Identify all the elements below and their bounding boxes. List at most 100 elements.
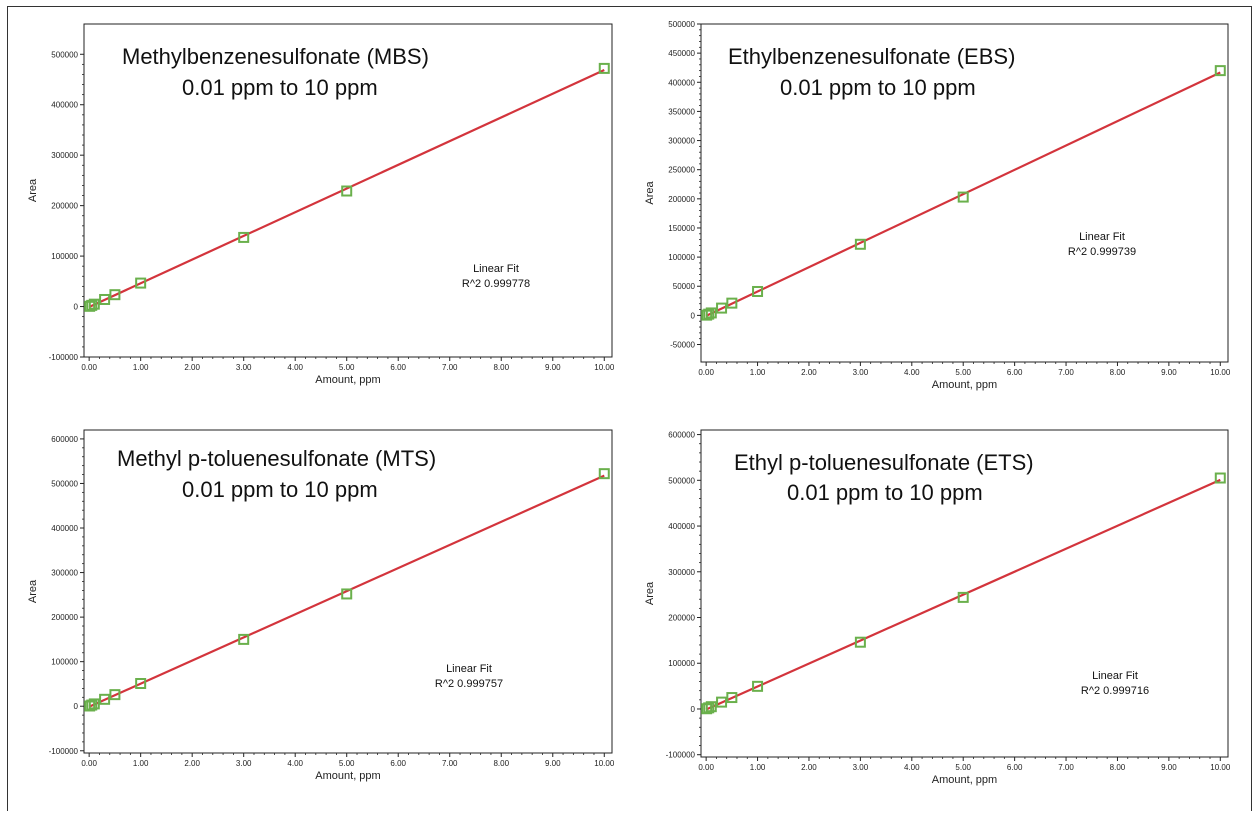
chart-3-y-axis-label: Area [27, 579, 39, 603]
chart-4-y-tick-label: 300000 [668, 568, 695, 577]
chart-1-x-tick-label: 6.00 [390, 363, 406, 372]
chart-3-x-tick-label: 7.00 [442, 759, 458, 768]
chart-3-fit-r2: R^2 0.999757 [435, 678, 503, 690]
chart-3-x-tick-label: 2.00 [184, 759, 200, 768]
chart-1-x-tick-label: 3.00 [236, 363, 252, 372]
chart-1-data-point [99, 293, 111, 305]
chart-3-data-point [598, 468, 610, 480]
chart-2-subtitle: 0.01 ppm to 10 ppm [780, 75, 976, 100]
chart-1-y-tick-label: 400000 [51, 101, 78, 110]
chart-4-data-point [705, 701, 717, 713]
chart-1-y-tick-label: 200000 [51, 202, 78, 211]
chart-2-x-axis-label: Amount, ppm [932, 379, 997, 391]
chart-3-x-axis-label: Amount, ppm [315, 770, 380, 782]
chart-2-title: Ethylbenzenesulfonate (EBS) [728, 44, 1015, 69]
chart-2-data-point [752, 285, 764, 297]
chart-1-data-point [598, 62, 610, 74]
chart-2-y-tick-label: 50000 [673, 282, 696, 291]
chart-1-data-point [341, 185, 353, 197]
chart-1-y-axis-label: Area [27, 178, 39, 202]
chart-1-x-tick-label: 7.00 [442, 363, 458, 372]
chart-4-data-point [703, 702, 715, 714]
chart-3-y-tick-label: 600000 [51, 435, 78, 444]
chart-3-data-point [341, 588, 353, 600]
chart-2-data-point [716, 302, 728, 314]
chart-2-x-tick-label: 8.00 [1110, 368, 1126, 377]
chart-2-y-tick-label: 0 [691, 311, 696, 320]
chart-4-plot-frame [700, 429, 1229, 758]
chart-4-fit-line [705, 478, 1221, 711]
chart-3-y-tick-label: -100000 [49, 747, 79, 756]
chart-4-fit-label: Linear Fit [1092, 670, 1138, 682]
chart-1-x-tick-label: 5.00 [339, 363, 355, 372]
chart-3-data-point [238, 633, 250, 645]
chart-3-data-point [135, 677, 147, 689]
chart-1-x-tick-label: 8.00 [493, 363, 509, 372]
chart-4-data-point [726, 692, 738, 704]
chart-3-data-point [88, 698, 100, 710]
chart-3-y-tick-label: 200000 [51, 613, 78, 622]
chart-4-x-tick-label: 6.00 [1007, 763, 1023, 772]
chart-4-fit-r2: R^2 0.999716 [1081, 685, 1149, 697]
chart-4-y-tick-label: 0 [691, 705, 696, 714]
chart-2-y-tick-label: -50000 [670, 341, 695, 350]
chart-2-x-tick-label: 0.00 [698, 368, 714, 377]
chart-4-x-tick-label: 7.00 [1058, 763, 1074, 772]
chart-1-x-axis-label: Amount, ppm [315, 374, 380, 386]
chart-1-subtitle: 0.01 ppm to 10 ppm [182, 75, 378, 100]
chart-3-x-tick-label: 3.00 [236, 759, 252, 768]
chart-4-y-tick-label: 200000 [668, 614, 695, 623]
chart-2-data-point [854, 238, 866, 250]
chart-2-y-tick-label: 100000 [668, 253, 695, 262]
chart-4-x-tick-label: 9.00 [1161, 763, 1177, 772]
chart-3-y-tick-label: 300000 [51, 569, 78, 578]
chart-3-plot-frame [83, 429, 613, 754]
chart-4-title: Ethyl p-toluenesulfonate (ETS) [734, 450, 1034, 475]
chart-3-y-tick-label: 100000 [51, 658, 78, 667]
chart-4-x-tick-label: 5.00 [955, 763, 971, 772]
chart-1-y-tick-label: 300000 [51, 151, 78, 160]
chart-1-fit-label: Linear Fit [473, 263, 519, 275]
chart-2-y-tick-label: 250000 [668, 166, 695, 175]
chart-4-x-tick-label: 2.00 [801, 763, 817, 772]
chart-1-x-tick-label: 1.00 [133, 363, 149, 372]
chart-2-y-tick-label: 350000 [668, 107, 695, 116]
chart-2-y-tick-label: 400000 [668, 78, 695, 87]
chart-4-x-tick-label: 0.00 [698, 763, 714, 772]
chart-4-y-tick-label: 400000 [668, 522, 695, 531]
chart-4-x-tick-label: 4.00 [904, 763, 920, 772]
chart-4-x-tick-label: 3.00 [853, 763, 869, 772]
chart-1-y-tick-label: -100000 [49, 353, 79, 362]
chart-1-y-tick-label: 100000 [51, 252, 78, 261]
chart-1-y-tick-label: 500000 [51, 50, 78, 59]
chart-1-data-point [109, 289, 121, 301]
chart-2-x-tick-label: 3.00 [853, 368, 869, 377]
chart-1-x-tick-label: 0.00 [81, 363, 97, 372]
chart-4-y-tick-label: 100000 [668, 659, 695, 668]
chart-3-subtitle: 0.01 ppm to 10 ppm [182, 477, 378, 502]
chart-1-x-tick-label: 10.00 [594, 363, 615, 372]
chart-3-title: Methyl p-toluenesulfonate (MTS) [117, 446, 436, 471]
chart-2-y-tick-label: 200000 [668, 195, 695, 204]
chart-4-data-point [752, 680, 764, 692]
chart-2-y-tick-label: 500000 [668, 20, 695, 29]
chart-3-x-tick-label: 5.00 [339, 759, 355, 768]
chart-3-fit-line [88, 474, 605, 708]
chart-4-subtitle: 0.01 ppm to 10 ppm [787, 480, 983, 505]
chart-2-data-point [726, 297, 738, 309]
chart-2-data-point [1214, 65, 1226, 77]
chart-3-x-tick-label: 4.00 [287, 759, 303, 768]
chart-4-data-point [854, 636, 866, 648]
chart-3-fit-label: Linear Fit [446, 663, 492, 675]
chart-4-data-point [957, 591, 969, 603]
chart-1-x-tick-label: 4.00 [287, 363, 303, 372]
chart-3-data-point [109, 689, 121, 701]
chart-1-title: Methylbenzenesulfonate (MBS) [122, 44, 429, 69]
chart-2-x-tick-label: 4.00 [904, 368, 920, 377]
chart-2-data-point [957, 191, 969, 203]
figure-frame [7, 6, 1252, 811]
chart-4-data-point [1214, 472, 1226, 484]
chart-2-x-tick-label: 1.00 [750, 368, 766, 377]
chart-3-data-point [86, 699, 98, 711]
